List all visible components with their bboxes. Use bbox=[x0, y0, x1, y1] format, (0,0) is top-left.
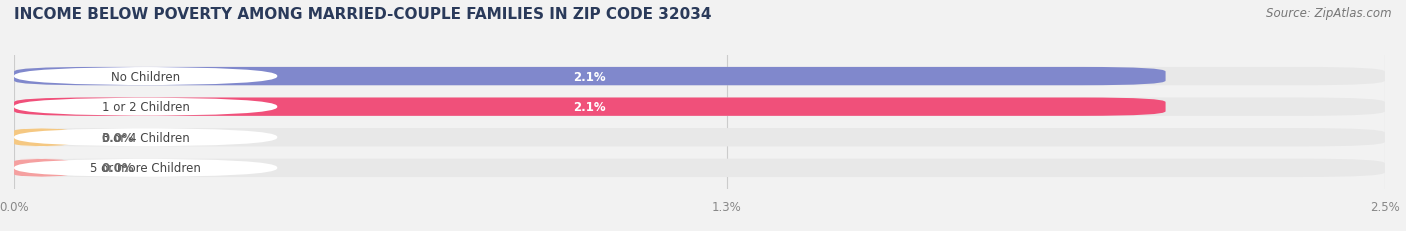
Text: 3 or 4 Children: 3 or 4 Children bbox=[101, 131, 190, 144]
FancyBboxPatch shape bbox=[14, 98, 1166, 116]
Text: Source: ZipAtlas.com: Source: ZipAtlas.com bbox=[1267, 7, 1392, 20]
Text: 0.0%: 0.0% bbox=[101, 131, 135, 144]
Text: 2.1%: 2.1% bbox=[574, 70, 606, 83]
FancyBboxPatch shape bbox=[14, 98, 277, 116]
Text: INCOME BELOW POVERTY AMONG MARRIED-COUPLE FAMILIES IN ZIP CODE 32034: INCOME BELOW POVERTY AMONG MARRIED-COUPL… bbox=[14, 7, 711, 22]
FancyBboxPatch shape bbox=[14, 128, 69, 147]
FancyBboxPatch shape bbox=[14, 128, 277, 147]
FancyBboxPatch shape bbox=[14, 159, 69, 177]
FancyBboxPatch shape bbox=[14, 159, 277, 177]
Text: 2.1%: 2.1% bbox=[574, 101, 606, 114]
FancyBboxPatch shape bbox=[14, 68, 1166, 86]
FancyBboxPatch shape bbox=[14, 159, 1385, 177]
Text: No Children: No Children bbox=[111, 70, 180, 83]
FancyBboxPatch shape bbox=[14, 98, 1385, 116]
FancyBboxPatch shape bbox=[14, 128, 1385, 147]
Text: 0.0%: 0.0% bbox=[101, 162, 135, 175]
Text: 1 or 2 Children: 1 or 2 Children bbox=[101, 101, 190, 114]
FancyBboxPatch shape bbox=[14, 68, 1385, 86]
FancyBboxPatch shape bbox=[14, 68, 277, 86]
Text: 5 or more Children: 5 or more Children bbox=[90, 162, 201, 175]
